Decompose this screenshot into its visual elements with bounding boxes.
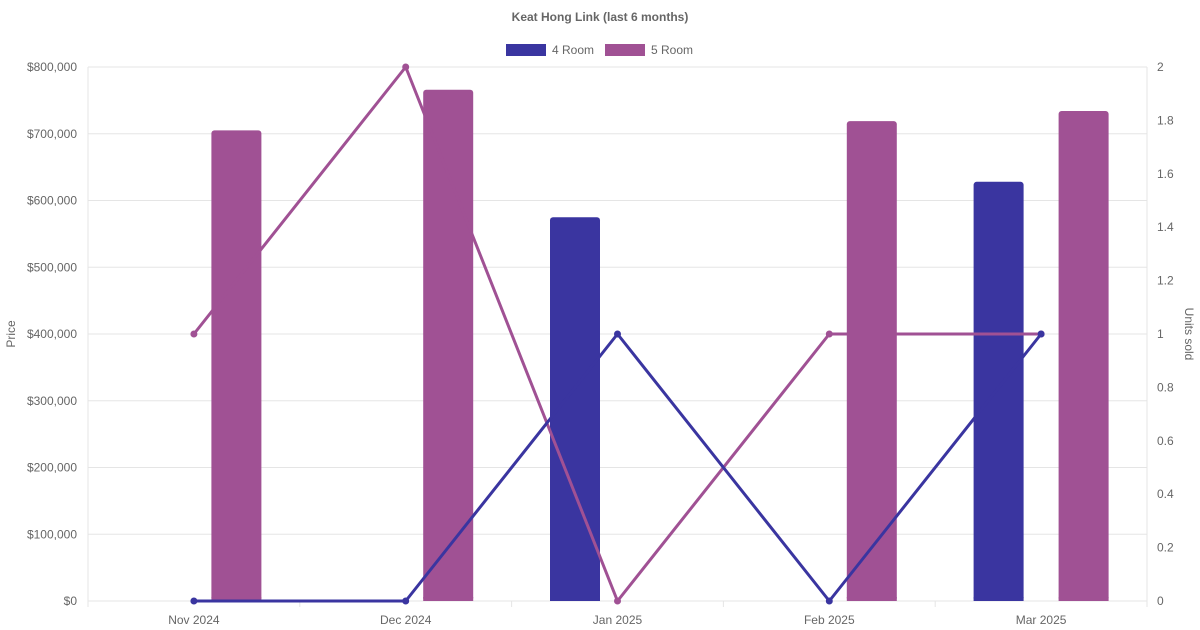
left-axis-ticks: $0 $100,000 $200,000 $300,000 $400,000 $500,0… bbox=[27, 60, 77, 608]
right-tick-label: 0.6 bbox=[1157, 434, 1174, 448]
bar-4-room[interactable] bbox=[973, 181, 1024, 601]
point-4-room[interactable] bbox=[614, 330, 621, 338]
point-4-room[interactable] bbox=[825, 597, 833, 605]
point-5-room[interactable] bbox=[614, 597, 621, 605]
bar-base bbox=[550, 597, 600, 601]
right-tick-label: 1.8 bbox=[1157, 113, 1174, 127]
right-axis-ticks: 0 0.2 0.4 0.6 0.8 1 1.2 1.4 1.6 1.8 2 bbox=[1157, 60, 1174, 608]
left-tick-label: $200,000 bbox=[27, 461, 77, 475]
right-tick-label: 0.2 bbox=[1157, 541, 1174, 555]
right-tick-label: 0.4 bbox=[1157, 487, 1174, 501]
lines bbox=[190, 63, 1045, 605]
right-tick-label: 1 bbox=[1157, 327, 1164, 341]
left-tick-label: $500,000 bbox=[27, 260, 77, 274]
left-tick-label: $100,000 bbox=[27, 527, 77, 541]
right-tick-label: 2 bbox=[1157, 60, 1164, 74]
bar-5-room[interactable] bbox=[423, 89, 474, 601]
legend: 4 Room 5 Room bbox=[506, 43, 693, 57]
legend-item-4-room[interactable]: 4 Room bbox=[506, 43, 594, 57]
left-tick-label: $600,000 bbox=[27, 194, 77, 208]
chart-title: Keat Hong Link (last 6 months) bbox=[512, 10, 689, 24]
bar-base bbox=[846, 597, 897, 601]
point-5-room[interactable] bbox=[402, 63, 410, 71]
bar-base bbox=[973, 597, 1024, 601]
legend-swatch-4-room bbox=[506, 44, 546, 56]
left-tick-label: $700,000 bbox=[27, 127, 77, 141]
x-tick-label: Dec 2024 bbox=[380, 613, 432, 627]
bar-base bbox=[1058, 597, 1109, 601]
legend-label-4-room: 4 Room bbox=[552, 43, 594, 57]
left-tick-label: $0 bbox=[64, 594, 78, 608]
point-5-room[interactable] bbox=[190, 330, 198, 338]
left-tick-label: $800,000 bbox=[27, 60, 77, 74]
right-tick-label: 0 bbox=[1157, 594, 1164, 608]
left-tick-label: $400,000 bbox=[27, 327, 77, 341]
left-tick-label: $300,000 bbox=[27, 394, 77, 408]
legend-label-5-room: 5 Room bbox=[651, 43, 693, 57]
legend-item-5-room[interactable]: 5 Room bbox=[605, 43, 693, 57]
right-tick-label: 1.6 bbox=[1157, 167, 1174, 181]
bar-5-room[interactable] bbox=[1058, 111, 1109, 602]
bar-5-room[interactable] bbox=[846, 121, 897, 601]
point-4-room[interactable] bbox=[190, 597, 198, 605]
right-axis-title: Units sold bbox=[1182, 308, 1196, 361]
bar-base bbox=[211, 597, 262, 601]
point-4-room[interactable] bbox=[402, 597, 410, 605]
bar-4-room[interactable] bbox=[550, 217, 600, 601]
right-tick-label: 1.2 bbox=[1157, 274, 1174, 288]
right-tick-label: 1.4 bbox=[1157, 220, 1174, 234]
left-axis-title: Price bbox=[4, 320, 18, 348]
point-5-room[interactable] bbox=[825, 330, 833, 338]
point-4-room[interactable] bbox=[1037, 330, 1045, 338]
bar-5-room[interactable] bbox=[211, 130, 262, 601]
x-tick-label: Mar 2025 bbox=[1016, 613, 1067, 627]
legend-swatch-5-room bbox=[605, 44, 645, 56]
x-tick-label: Feb 2025 bbox=[804, 613, 855, 627]
right-tick-label: 0.8 bbox=[1157, 380, 1174, 394]
x-axis-ticks: Nov 2024 Dec 2024 Jan 2025 Feb 2025 Mar 2025 bbox=[168, 613, 1067, 627]
x-tick-label: Jan 2025 bbox=[593, 613, 643, 627]
x-tick-label: Nov 2024 bbox=[168, 613, 220, 627]
bars bbox=[211, 89, 1109, 602]
bar-base bbox=[423, 597, 474, 601]
